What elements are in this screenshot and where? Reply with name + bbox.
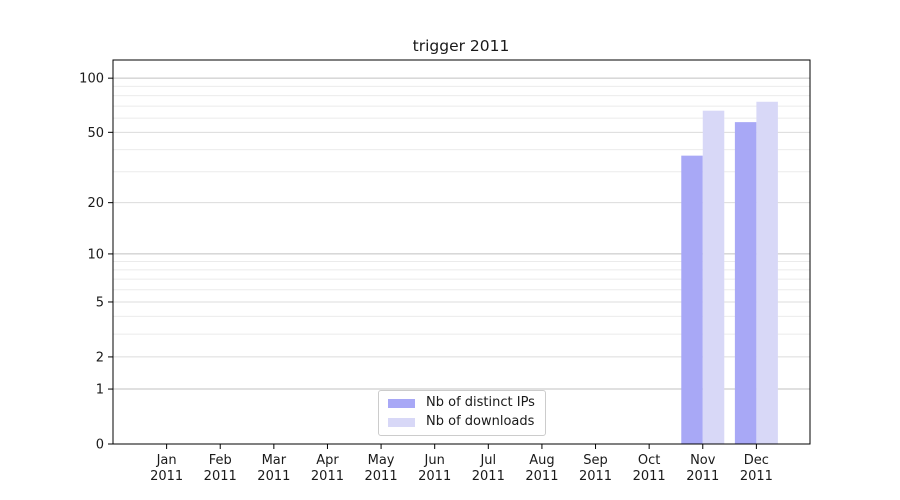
bar-distinct-ips-dec [734,122,757,445]
x-tick-label-month-oct: Oct [638,453,660,468]
y-tick-label-20: 20 [87,196,104,211]
legend-label-distinct-ips: Nb of distinct IPs [426,395,535,410]
legend-swatch-downloads [388,417,415,427]
x-tick-label-month-jan: Jan [156,453,177,468]
x-tick-label-month-feb: Feb [209,453,232,468]
x-tick-label-month-aug: Aug [529,453,554,468]
y-tick-label-50: 50 [87,126,104,141]
x-tick-label-month-may: May [368,453,395,468]
plot-frame [112,59,811,445]
x-tick-label-year-sep: 2011 [579,469,612,484]
x-tick-label-month-jul: Jul [479,453,496,468]
legend-swatch-distinct-ips [388,398,415,408]
chart-generated-layer: 0125102050100Jan2011Feb2011Mar2011Apr201… [79,59,811,484]
x-tick-label-month-mar: Mar [262,453,287,468]
x-tick-label-year-nov: 2011 [686,469,719,484]
x-tick-label-month-apr: Apr [316,453,339,468]
x-tick-label-year-jul: 2011 [472,469,505,484]
bar-downloads-dec [756,101,778,445]
chart-title: trigger 2011 [413,37,510,55]
x-tick-label-year-jan: 2011 [150,469,183,484]
x-tick-label-year-aug: 2011 [525,469,558,484]
x-tick-label-year-oct: 2011 [633,469,666,484]
legend-item-distinct-ips: Nb of distinct IPs [388,396,535,410]
x-tick-label-month-dec: Dec [744,453,769,468]
x-tick-label-year-mar: 2011 [257,469,290,484]
x-tick-label-month-nov: Nov [690,453,716,468]
x-tick-label-year-may: 2011 [365,469,398,484]
legend-item-downloads: Nb of downloads [388,415,535,429]
y-tick-label-0: 0 [96,438,104,453]
y-tick-label-1: 1 [96,383,104,398]
x-tick-label-year-feb: 2011 [204,469,237,484]
x-tick-label-year-dec: 2011 [740,469,773,484]
bar-distinct-ips-nov [681,155,703,444]
y-tick-label-5: 5 [96,295,104,310]
bar-downloads-nov [702,110,725,444]
y-tick-label-10: 10 [87,247,104,262]
y-tick-label-100: 100 [79,72,104,87]
x-tick-label-year-apr: 2011 [311,469,344,484]
legend: Nb of distinct IPs Nb of downloads [378,390,546,436]
x-tick-label-year-jun: 2011 [418,469,451,484]
x-tick-label-month-sep: Sep [583,453,608,468]
legend-label-downloads: Nb of downloads [426,414,535,429]
y-tick-label-2: 2 [96,350,104,365]
x-tick-label-month-jun: Jun [424,453,445,468]
